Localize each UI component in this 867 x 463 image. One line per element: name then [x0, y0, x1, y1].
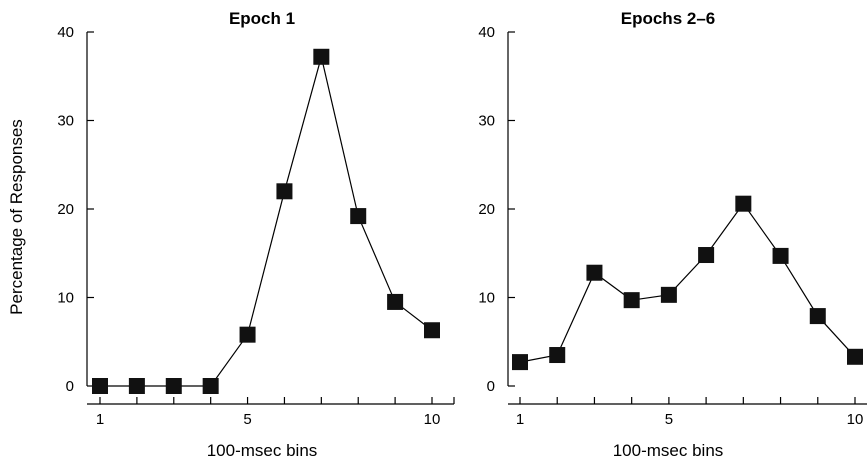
series-line: [519, 202, 856, 363]
data-point: [276, 183, 293, 200]
data-point: [350, 208, 367, 225]
chart-panel-epoch-1: Epoch 1 0 10 20 30 40 1 5 10 100-msec bins Percent…: [7, 9, 455, 460]
data-point: [623, 292, 640, 309]
x-axis-label: 100-msec bins: [207, 441, 318, 460]
data-point: [809, 308, 826, 325]
y-tick-label: 0: [66, 378, 74, 395]
data-point: [202, 378, 219, 394]
data-point: [313, 48, 330, 65]
data-point: [387, 293, 404, 310]
data-point: [698, 247, 715, 264]
data-point: [165, 378, 182, 394]
data-point: [660, 286, 677, 303]
data-point: [128, 378, 145, 394]
x-tick-label: 1: [516, 411, 524, 428]
x-tick-label: 1: [96, 411, 104, 428]
data-point: [772, 247, 789, 264]
chart-title: Epoch 1: [229, 9, 295, 28]
x-axis-label: 100-msec bins: [613, 441, 724, 460]
x-tick-label: 5: [665, 411, 673, 428]
y-tick-label: 10: [57, 290, 74, 307]
data-point: [424, 322, 440, 339]
data-point: [735, 195, 752, 212]
x-tick-label: 10: [424, 411, 441, 428]
chart-title: Epochs 2–6: [621, 9, 716, 28]
series-line: [100, 56, 433, 387]
y-axis-label: Percentage of Responses: [7, 119, 26, 315]
data-point: [586, 264, 603, 281]
x-tick-label: 5: [243, 411, 251, 428]
y-tick-label: 0: [487, 378, 495, 395]
chart-panel-epochs-2-6: Epochs 2–6 0 10 20 30 40 1 5 10 100-msec bins: [478, 9, 867, 460]
y-tick-label: 40: [478, 24, 495, 41]
y-tick-label: 40: [57, 24, 74, 41]
y-tick-label: 10: [478, 290, 495, 307]
data-point: [847, 348, 863, 365]
data-point: [92, 378, 108, 394]
data-point: [549, 347, 566, 364]
y-tick-label: 30: [478, 113, 495, 130]
y-tick-label: 20: [57, 201, 74, 218]
data-point: [239, 326, 256, 343]
data-point: [512, 354, 528, 371]
y-tick-label: 30: [57, 113, 74, 130]
y-tick-label: 20: [478, 201, 495, 218]
x-tick-label: 10: [847, 411, 864, 428]
